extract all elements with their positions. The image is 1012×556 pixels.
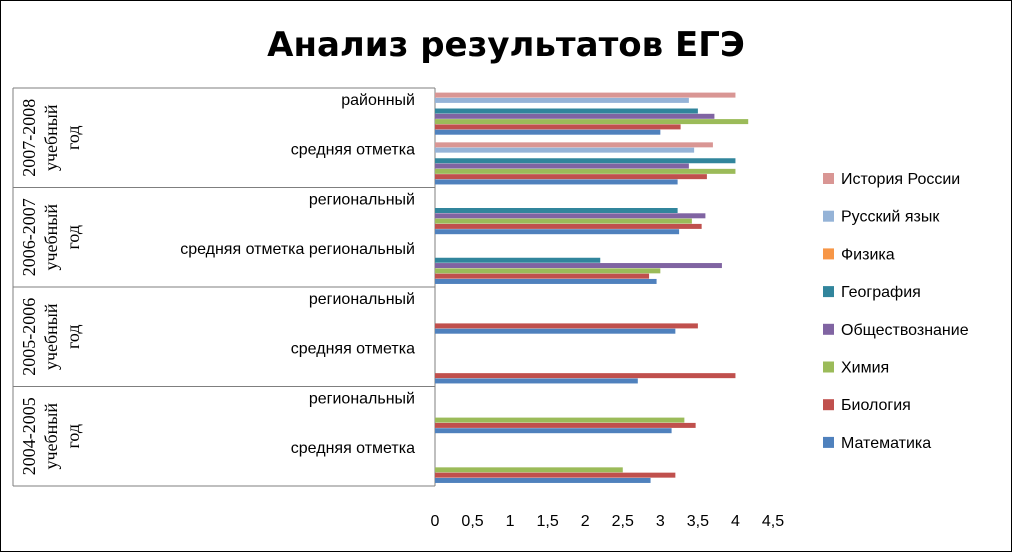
- legend-swatch: [823, 248, 834, 260]
- bar: [435, 229, 680, 235]
- bar: [435, 268, 661, 274]
- bar: [435, 273, 650, 279]
- group-label-line3: год: [63, 424, 83, 449]
- bar: [435, 119, 749, 125]
- category-label: региональный: [309, 291, 415, 308]
- bar: [435, 263, 722, 269]
- legend-label: Биология: [841, 397, 911, 414]
- legend-swatch: [823, 361, 834, 373]
- bar: [435, 129, 661, 135]
- bar: [435, 472, 676, 478]
- bar: [435, 417, 685, 423]
- bar: [435, 323, 698, 329]
- legend-swatch: [823, 436, 834, 448]
- legend-swatch: [823, 210, 834, 222]
- group-label-line3: год: [63, 225, 83, 250]
- bar: [435, 477, 651, 483]
- category-label: средняя отметка: [291, 440, 415, 457]
- bar: [435, 142, 713, 148]
- bar: [435, 422, 696, 428]
- legend-label: История России: [841, 171, 960, 188]
- group-label-line1: 2007-2008: [19, 99, 39, 177]
- x-tick-label: 0,5: [461, 513, 483, 530]
- x-tick-label: 3: [656, 513, 665, 530]
- category-label: региональный: [309, 390, 415, 407]
- bars-layer: [435, 92, 749, 483]
- bar: [435, 223, 702, 229]
- bar: [435, 97, 689, 103]
- bar: [435, 174, 707, 180]
- group-label-line1: 2005-2006: [19, 298, 39, 376]
- group-label-line2: учебный: [41, 104, 61, 171]
- x-tick-label: 2: [581, 513, 590, 530]
- bar: [435, 92, 736, 98]
- legend-swatch: [823, 286, 834, 298]
- group-label-line2: учебный: [41, 303, 61, 370]
- group-label: 2006-2007 учебный год: [19, 198, 83, 276]
- category-label: средняя отметка: [291, 142, 415, 159]
- group-label: 2007-2008 учебный год: [19, 99, 83, 177]
- bar: [435, 113, 715, 119]
- legend-swatch: [823, 173, 834, 184]
- group-label-line1: 2004-2005: [19, 397, 39, 475]
- group-label-line3: год: [63, 125, 83, 150]
- category-label: средняя отметка региональный: [180, 241, 415, 258]
- bar: [435, 108, 698, 114]
- legend-swatch: [823, 323, 834, 335]
- legend-label: Химия: [841, 360, 889, 377]
- group-label-line3: год: [63, 324, 83, 349]
- x-tick-label: 3,5: [687, 513, 709, 530]
- chart-title: Анализ результатов ЕГЭ: [267, 25, 745, 65]
- legend-label: Русский язык: [841, 209, 940, 226]
- bar: [435, 378, 638, 384]
- bar: [435, 213, 706, 219]
- bar: [435, 218, 692, 224]
- bar: [435, 124, 681, 130]
- bar: [435, 147, 695, 153]
- legend: История России Русский язык Физика Географи…: [823, 171, 969, 452]
- x-tick-label: 2,5: [612, 513, 634, 530]
- bar: [435, 208, 678, 213]
- x-tick-label: 4,5: [762, 513, 784, 530]
- group-label: 2004-2005 учебный год: [19, 397, 83, 475]
- group-label-line2: учебный: [41, 403, 61, 470]
- x-tick-label: 1: [506, 513, 515, 530]
- legend-label: Физика: [841, 246, 895, 263]
- x-tick-label: 0: [431, 513, 440, 530]
- bar: [435, 163, 689, 169]
- category-label: районный: [341, 92, 415, 109]
- legend-swatch: [823, 399, 834, 411]
- legend-label: Обществознание: [841, 322, 969, 339]
- bar: [435, 428, 672, 434]
- group-label: 2005-2006 учебный год: [19, 298, 83, 376]
- category-label: региональный: [309, 191, 415, 208]
- x-tick-label: 4: [731, 513, 740, 530]
- category-label: средняя отметка: [291, 341, 415, 358]
- bar: [435, 257, 601, 263]
- group-label-line1: 2006-2007: [19, 198, 39, 276]
- bar: [435, 158, 736, 164]
- bar: [435, 328, 676, 334]
- bar: [435, 168, 736, 174]
- bar: [435, 373, 736, 379]
- bar: [435, 278, 657, 284]
- x-tick-label: 1,5: [537, 513, 559, 530]
- group-label-line2: учебный: [41, 204, 61, 271]
- legend-label: География: [841, 284, 921, 301]
- bar: [435, 467, 623, 473]
- legend-label: Математика: [841, 435, 931, 452]
- bar: [435, 179, 678, 185]
